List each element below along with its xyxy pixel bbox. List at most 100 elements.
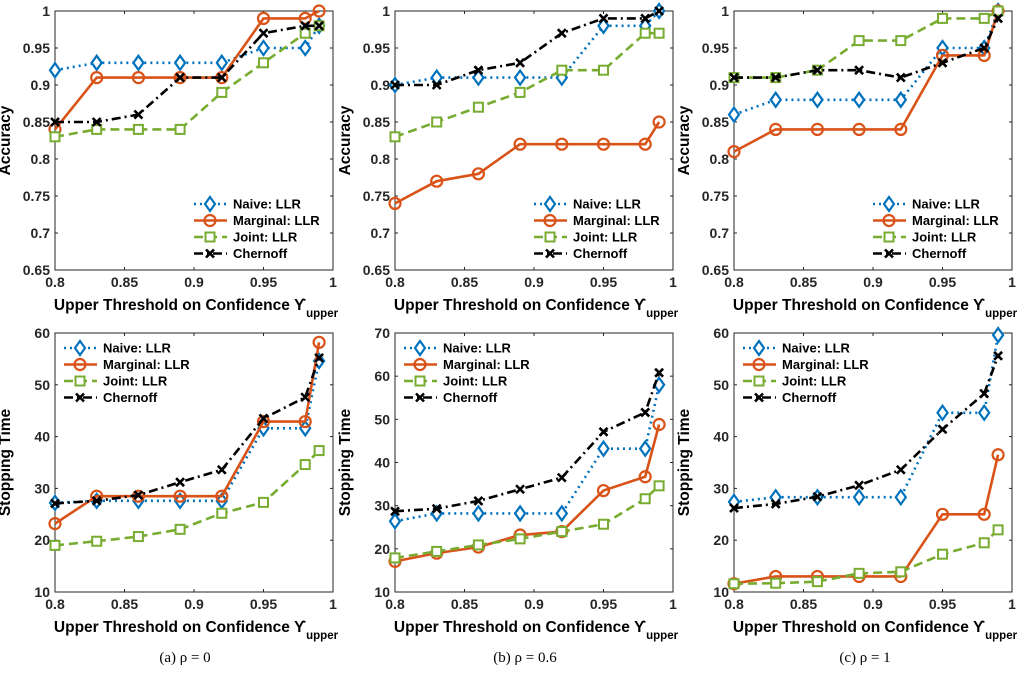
y-tick-label: 0.65 xyxy=(23,262,50,278)
y-tick-label: 10 xyxy=(374,584,390,600)
y-tick-label: 60 xyxy=(713,325,729,341)
data-point-chernoff xyxy=(314,20,325,31)
data-point-marginal xyxy=(388,196,402,210)
data-point-joint xyxy=(299,27,311,39)
data-point-marginal xyxy=(215,489,229,503)
data-point-joint xyxy=(895,566,907,578)
data-point-marginal xyxy=(256,414,271,429)
data-point-marginal xyxy=(48,517,62,531)
data-point-joint xyxy=(514,533,526,545)
legend-label-chernoff: Chernoff xyxy=(103,390,158,405)
legend-marker-naive xyxy=(203,195,217,213)
legend-label-chernoff: Chernoff xyxy=(573,246,628,261)
data-point-chernoff xyxy=(473,495,484,506)
series-line-joint xyxy=(394,484,660,560)
y-axis-label: Accuracy xyxy=(337,105,354,175)
data-point-chernoff xyxy=(91,117,102,127)
x-tick-label: 0.95 xyxy=(929,596,956,612)
data-point-chernoff xyxy=(258,28,269,39)
data-point-joint xyxy=(728,578,740,590)
data-point-naive xyxy=(977,403,991,422)
data-point-marginal xyxy=(555,137,569,151)
y-tick-label: 30 xyxy=(34,480,50,496)
x-tick-label: 1 xyxy=(669,596,677,612)
y-tick-label: 1 xyxy=(42,3,50,19)
data-point-chernoff xyxy=(598,13,609,24)
data-point-chernoff xyxy=(175,477,186,488)
data-point-chernoff xyxy=(895,72,906,83)
data-point-chernoff xyxy=(812,491,823,502)
y-tick-label: 0.95 xyxy=(23,40,50,56)
data-point-joint xyxy=(978,12,990,24)
y-axis-label: Accuracy xyxy=(0,105,14,175)
legend-marker-chernoff xyxy=(545,248,555,259)
data-point-joint xyxy=(258,57,269,69)
series-line-chernoff xyxy=(394,372,661,513)
legend-marker-chernoff xyxy=(205,248,215,259)
data-point-marginal xyxy=(596,483,611,498)
data-point-joint xyxy=(992,524,1004,536)
data-point-joint xyxy=(598,518,609,530)
data-point-joint xyxy=(653,27,665,39)
y-tick-label: 0.8 xyxy=(31,151,51,167)
y-tick-label: 40 xyxy=(374,455,390,471)
data-point-chernoff xyxy=(133,490,144,501)
plots-canvas: 0.8 0.85 0.9 0.95 10.650.70.750.80.850.90.95… xyxy=(0,2,1018,642)
legend-label-naive: Naive: LLR xyxy=(782,341,851,356)
data-point-chernoff xyxy=(431,503,442,514)
data-point-joint xyxy=(514,86,526,98)
legend-marker-naive xyxy=(543,195,557,213)
y-tick-label: 0.65 xyxy=(363,262,390,278)
legend-marker-joint xyxy=(753,375,765,387)
legend-marker-marginal xyxy=(543,213,557,228)
series-line-naive xyxy=(394,384,661,523)
x-tick-label: 0.85 xyxy=(790,274,817,290)
data-point-chernoff xyxy=(314,352,325,363)
panel-a-stopping-time: 0.8 0.85 0.9 0.95 1 10 20 30 40 50 60 Upper Thresho… xyxy=(0,325,339,642)
y-tick-label: 10 xyxy=(713,584,729,600)
x-tick-label: 0.95 xyxy=(929,274,956,290)
legend-marker-chernoff xyxy=(415,392,425,403)
x-tick-label: 0.95 xyxy=(590,274,617,290)
data-point-naive xyxy=(852,90,866,109)
data-point-chernoff xyxy=(993,350,1004,361)
legend-label-naive: Naive: LLR xyxy=(103,341,172,356)
x-tick-label: 0.85 xyxy=(111,274,138,290)
y-tick-label: 50 xyxy=(34,377,50,393)
data-point-naive xyxy=(132,53,145,72)
data-point-naive xyxy=(597,439,610,458)
data-point-joint xyxy=(389,552,401,564)
y-tick-label: 0.65 xyxy=(702,262,729,278)
data-point-joint xyxy=(91,123,103,135)
data-point-joint xyxy=(132,531,144,543)
legend-marker-joint xyxy=(204,231,216,243)
data-point-joint xyxy=(299,459,311,471)
data-point-chernoff xyxy=(654,367,665,378)
data-point-naive xyxy=(472,504,485,523)
data-point-chernoff xyxy=(979,43,990,53)
x-axis-label-subscript: upper xyxy=(306,308,338,320)
y-tick-label: 10 xyxy=(34,584,50,600)
x-tick-label: 0.9 xyxy=(863,596,883,612)
data-point-chernoff xyxy=(91,495,102,506)
legend-label-naive: Naive: LLR xyxy=(233,197,302,212)
y-tick-label: 30 xyxy=(713,480,729,496)
data-point-chernoff xyxy=(729,503,739,514)
data-point-joint xyxy=(639,493,651,505)
data-point-naive xyxy=(811,90,824,109)
legend-marker-marginal xyxy=(73,357,87,372)
x-tick-label: 0.95 xyxy=(250,274,277,290)
x-tick-label: 0.8 xyxy=(724,274,744,290)
data-point-marginal xyxy=(638,470,652,484)
data-point-naive xyxy=(257,39,270,57)
data-point-marginal xyxy=(596,137,611,151)
data-point-chernoff xyxy=(770,72,781,83)
data-point-chernoff xyxy=(812,65,823,76)
data-point-marginal xyxy=(894,122,908,136)
legend-label-joint: Joint: LLR xyxy=(782,374,847,389)
legend-label-marginal: Marginal: LLR xyxy=(782,357,869,372)
y-axis-label: Accuracy xyxy=(676,105,693,175)
data-point-joint xyxy=(937,548,948,560)
panel-c-stopping-time: 0.8 0.85 0.9 0.95 1 10 20 30 40 50 60 Upper Thresho… xyxy=(676,325,1018,642)
data-point-marginal xyxy=(852,122,866,136)
